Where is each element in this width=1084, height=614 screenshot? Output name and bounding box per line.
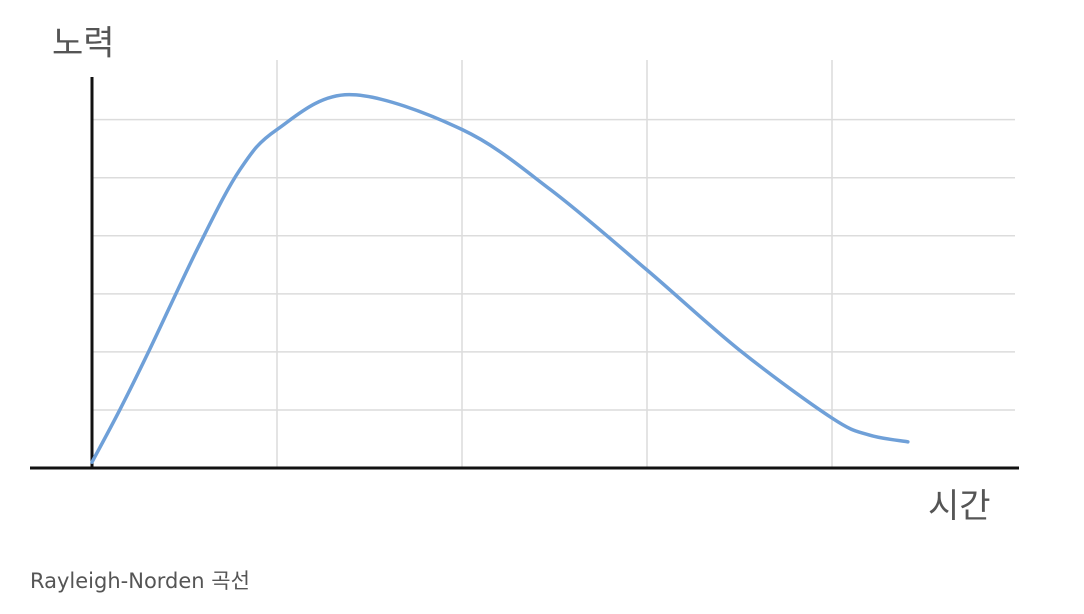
x-axis-label: 시간	[928, 487, 991, 527]
y-axis-label: 노력	[52, 24, 115, 64]
caption: Rayleigh-Norden 곡선	[30, 569, 250, 593]
data-line	[90, 92, 910, 464]
